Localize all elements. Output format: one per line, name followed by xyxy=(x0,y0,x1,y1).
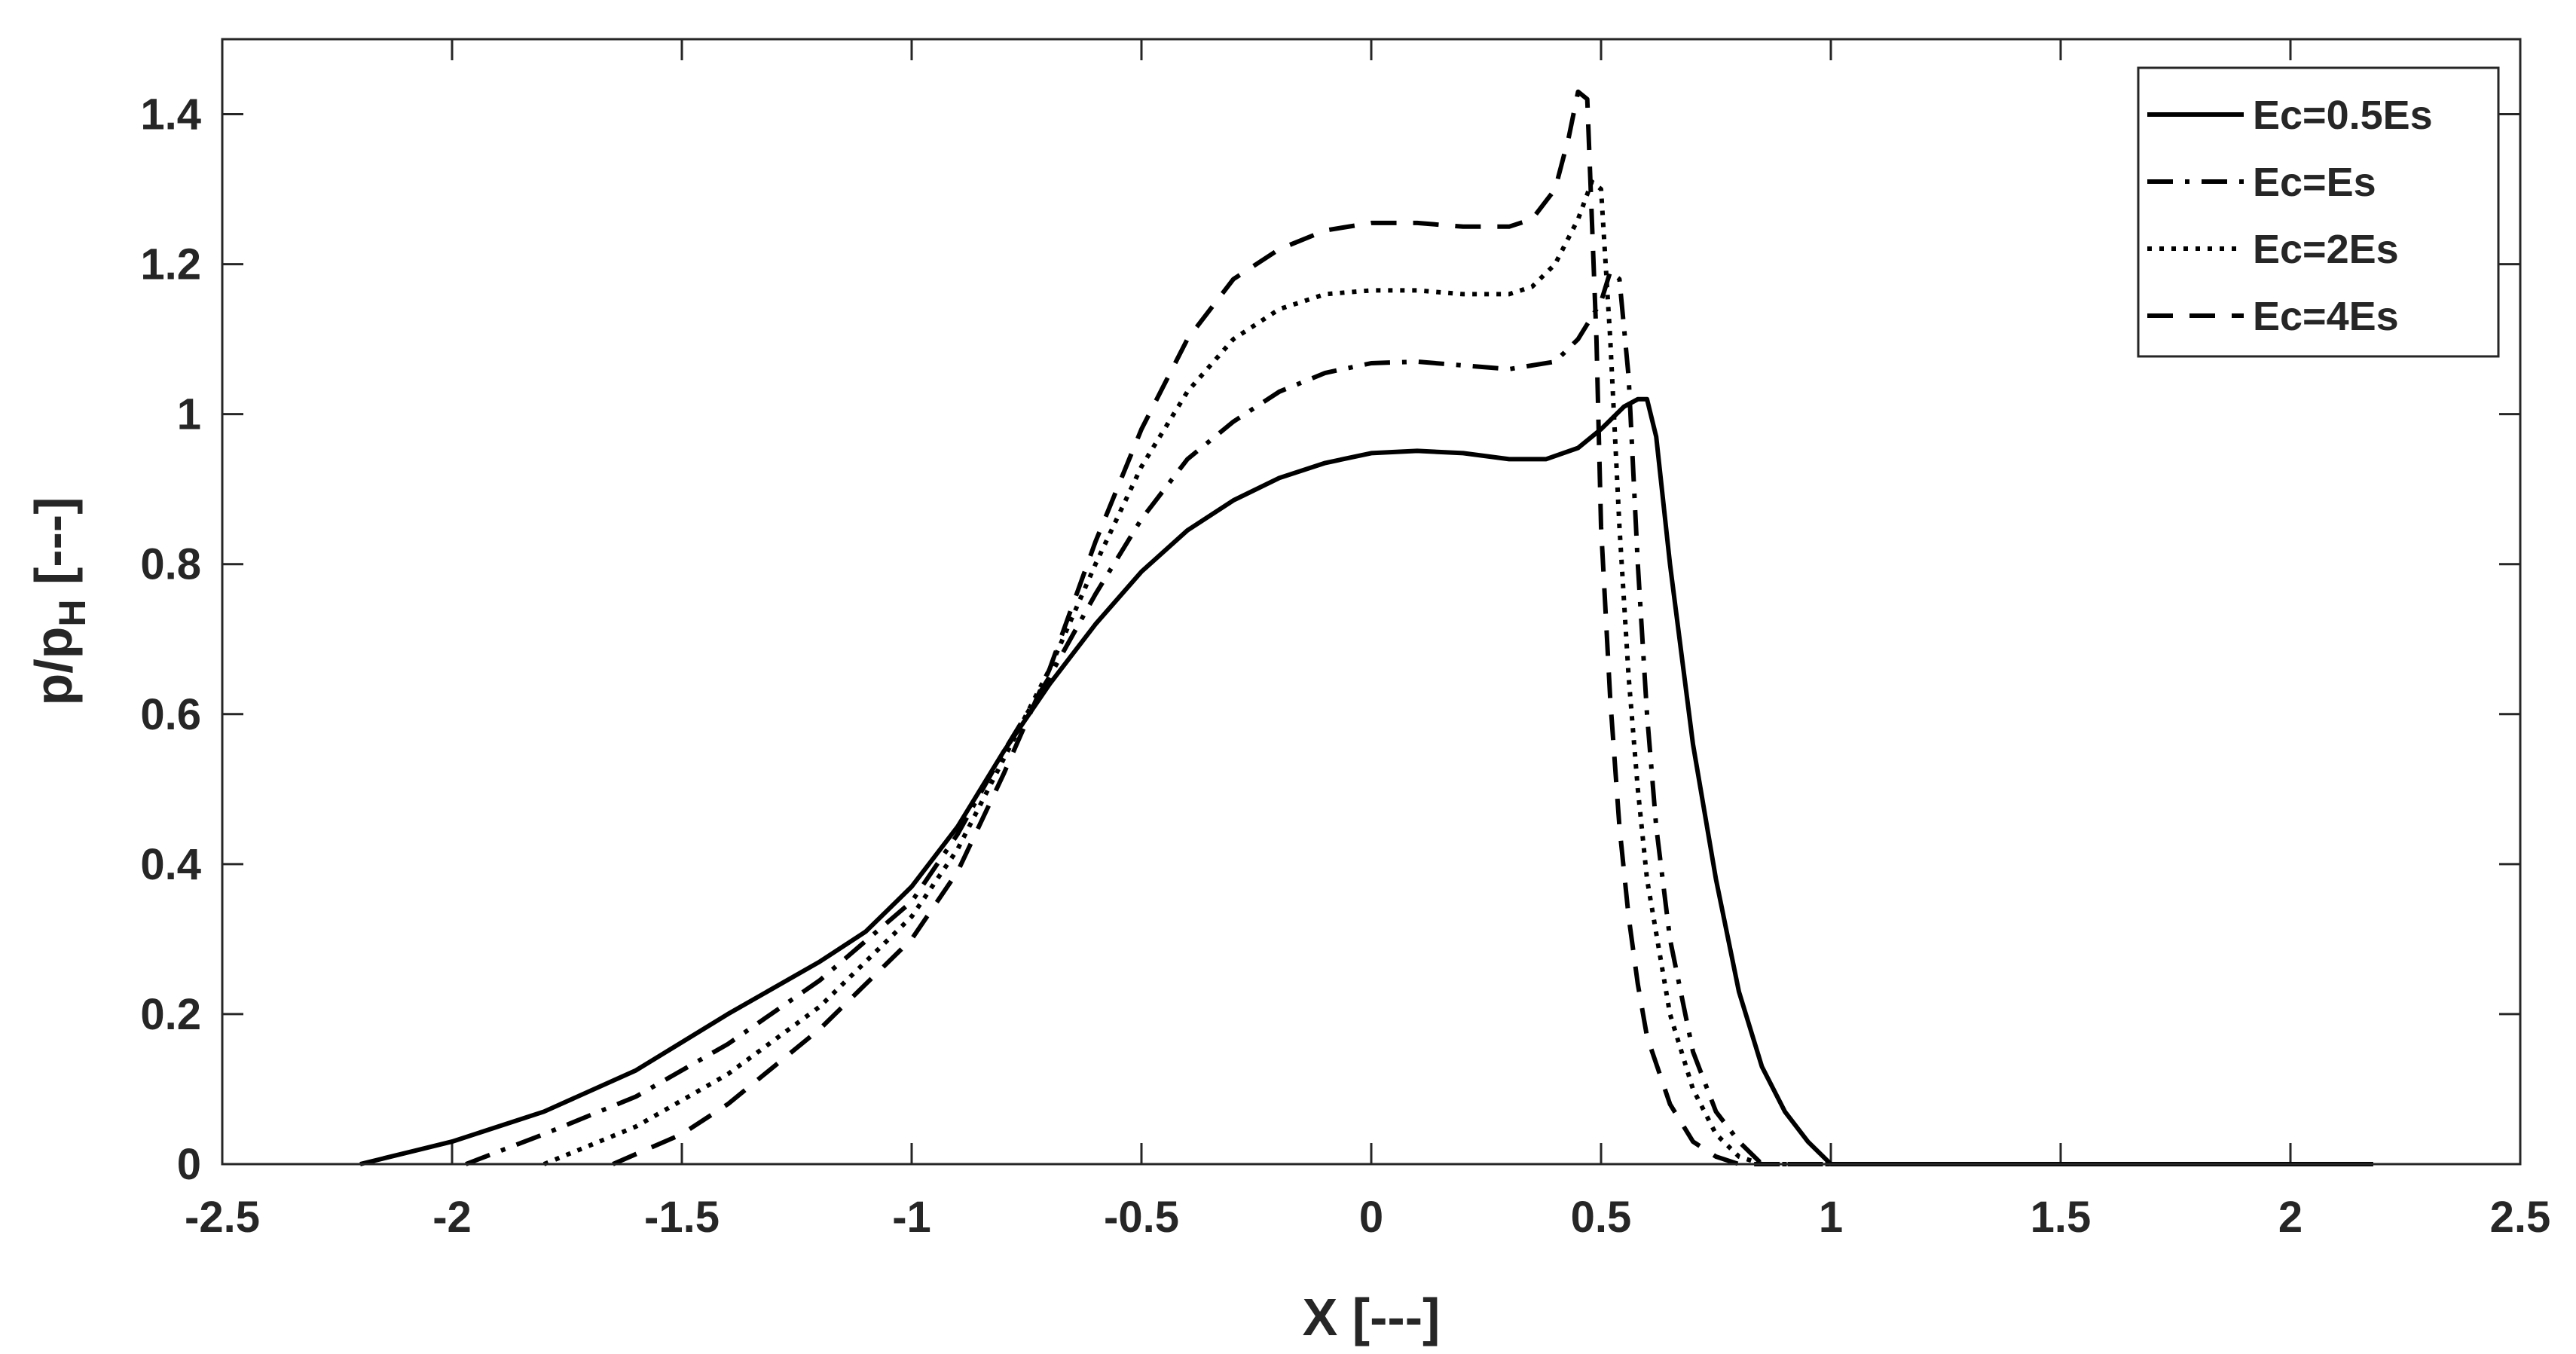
x-tick-label: -2.5 xyxy=(185,1193,260,1242)
x-tick-label: 1.5 xyxy=(2031,1193,2092,1242)
x-tick-label: 0 xyxy=(1359,1193,1383,1242)
legend-label: Ec=Es xyxy=(2253,160,2376,205)
y-tick-label: 0.4 xyxy=(140,840,201,889)
y-axis-title-suffix: [---] xyxy=(24,497,83,599)
y-tick-label: 1 xyxy=(177,390,201,439)
y-tick-label: 0.6 xyxy=(140,690,201,739)
series-line-solid xyxy=(359,396,2373,1166)
y-tick-label: 1.4 xyxy=(140,90,201,139)
x-tick-label: 0.5 xyxy=(1571,1193,1632,1242)
y-tick-label: 0.2 xyxy=(140,990,201,1039)
x-tick-label: -2 xyxy=(432,1193,472,1242)
x-tick-label: 2 xyxy=(2278,1193,2303,1242)
y-tick-label: 0.8 xyxy=(140,540,201,589)
x-tick-label: 1 xyxy=(1819,1193,1843,1242)
x-axis-title: X [---] xyxy=(1303,1288,1441,1346)
x-tick-label: -0.5 xyxy=(1104,1193,1179,1242)
legend: Ec=0.5Es Ec=Es Ec=2Es Ec=4Es xyxy=(2137,66,2500,358)
x-tick-label: 2.5 xyxy=(2490,1193,2551,1242)
x-tick-label: -1 xyxy=(892,1193,931,1242)
tick-labels: -2.5 -2 -1.5 -1 -0.5 0 0.5 1 1.5 2 2.5 0 0.2 0.4 0.6 0.… xyxy=(140,90,2550,1242)
y-axis-title-subscript: H xyxy=(51,599,93,626)
series-lines xyxy=(359,89,2373,1166)
y-axis-title: p/pH [---] xyxy=(24,497,93,705)
y-tick-label: 1.2 xyxy=(140,240,201,289)
legend-label: Ec=4Es xyxy=(2253,294,2399,339)
legend-label: Ec=2Es xyxy=(2253,227,2399,272)
plot-area-box xyxy=(221,38,2522,1166)
x-tick-label: -1.5 xyxy=(644,1193,720,1242)
y-axis-title-main: p/p xyxy=(24,627,83,706)
legend-label: Ec=0.5Es xyxy=(2253,93,2433,138)
y-tick-label: 0 xyxy=(177,1140,201,1189)
series-line-dashed xyxy=(612,89,2373,1166)
series-line-dashdot xyxy=(465,269,2373,1166)
